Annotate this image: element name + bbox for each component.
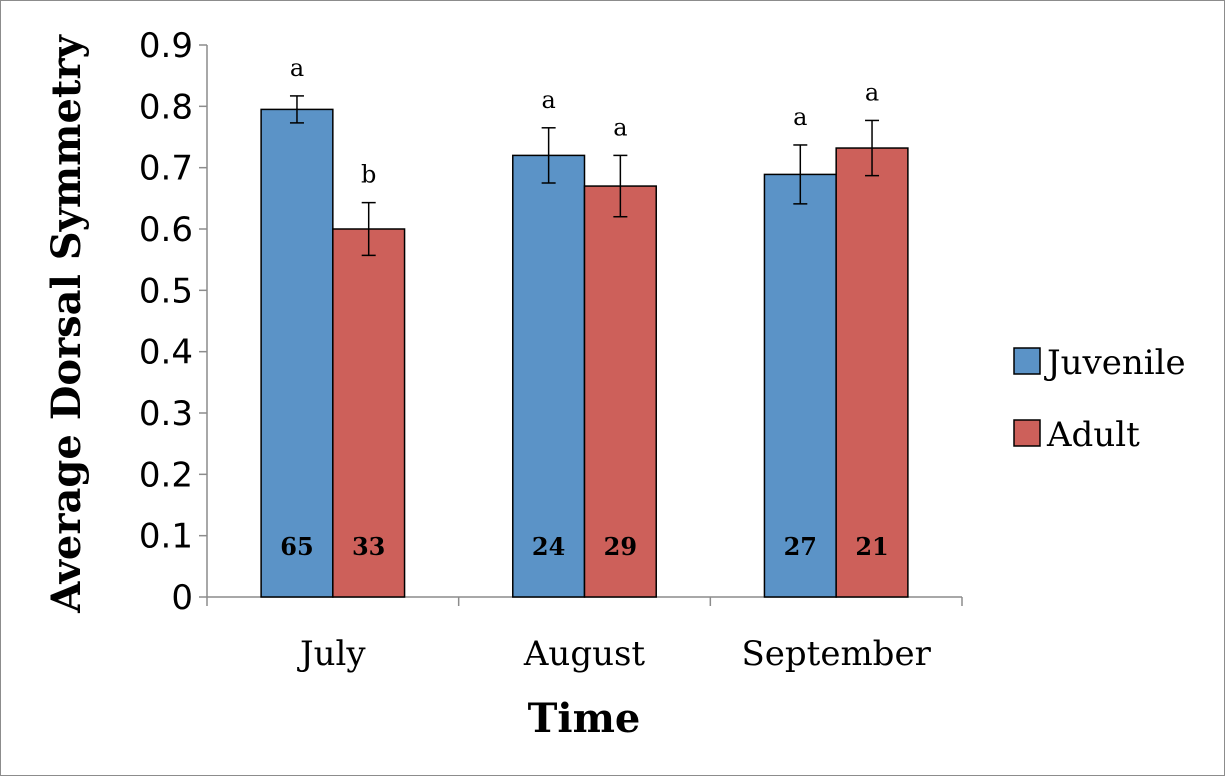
bars <box>260 108 909 598</box>
bar-adult-september <box>835 147 909 598</box>
sample-size-label: 21 <box>855 532 888 561</box>
y-tick-label: 0 <box>171 578 193 618</box>
significance-label: a <box>541 86 555 114</box>
significance-label: a <box>290 54 304 82</box>
y-tick-label: 0.8 <box>139 87 193 127</box>
sample-size-label: 65 <box>280 532 313 561</box>
sample-size-label: 27 <box>784 532 817 561</box>
significance-label: a <box>793 103 807 131</box>
error-bars <box>289 95 880 257</box>
y-tick-label: 0.9 <box>139 26 193 66</box>
significance-label: a <box>613 113 627 141</box>
significance-label: a <box>865 78 879 106</box>
y-tick-label: 0.6 <box>139 210 193 250</box>
legend-swatch-adult <box>1013 419 1041 447</box>
x-axis <box>206 596 963 606</box>
legend: Juvenile Adult <box>1013 343 1186 455</box>
y-tick-label: 0.3 <box>139 394 193 434</box>
bar-adult-august <box>583 185 657 598</box>
legend-label-juvenile: Juvenile <box>1044 343 1186 383</box>
significance-label: b <box>361 161 376 189</box>
y-axis-title: Average Dorsal Symmetry <box>43 34 90 614</box>
x-axis-title: Time <box>528 695 641 742</box>
bar-juvenile-august <box>512 154 586 598</box>
sample-size-label: 24 <box>532 532 565 561</box>
y-tick-label: 0.1 <box>139 517 193 557</box>
y-axis: 0 0.1 0.2 0.3 0.4 0.5 0.6 0.7 0.8 0.9 <box>139 26 208 618</box>
x-category-label: July <box>297 634 366 674</box>
y-tick-label: 0.5 <box>139 271 193 311</box>
bar-juvenile-july <box>260 108 334 598</box>
bar-labels: a 65 b 33 a 24 a 29 a 27 a 21 <box>280 54 888 561</box>
y-tick-label: 0.2 <box>139 455 193 495</box>
sample-size-label: 29 <box>604 532 637 561</box>
y-tick-label: 0.4 <box>139 333 193 373</box>
legend-label-adult: Adult <box>1046 415 1140 455</box>
category-labels: July August September <box>297 634 932 674</box>
bar-juvenile-september <box>763 173 837 598</box>
x-category-label: September <box>741 634 931 674</box>
bar-adult-july <box>332 228 406 598</box>
legend-swatch-juvenile <box>1013 347 1041 375</box>
x-category-label: August <box>523 634 646 674</box>
sample-size-label: 33 <box>352 532 385 561</box>
y-tick-label: 0.7 <box>139 149 193 189</box>
